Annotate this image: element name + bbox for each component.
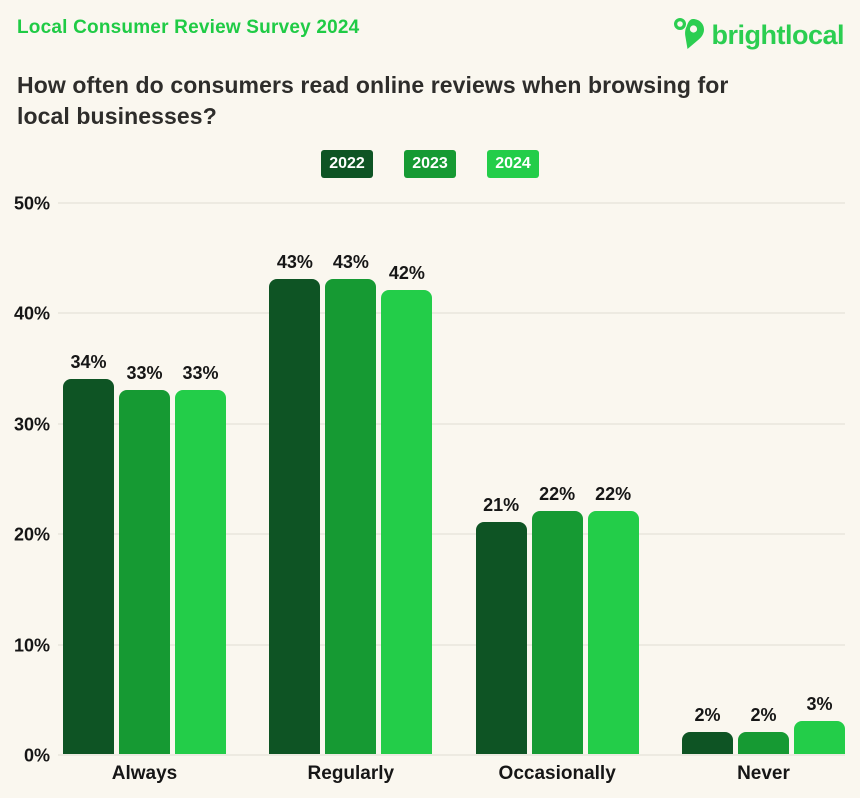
bar-column: 22% [587,484,639,754]
category-label-always: Always [111,763,178,784]
bar-column: 2% [681,704,733,754]
legend: 2022 2023 2024 [0,150,860,179]
bar-value-label: 43% [332,252,369,273]
bar-2023-regularly [325,279,377,754]
gridline [58,643,845,646]
bar-column: 43% [269,252,321,754]
bar-column: 42% [381,263,433,754]
bar-column: 43% [325,252,377,754]
bar-column: 33% [175,363,226,754]
survey-label: Local Consumer Review Survey 2024 [17,17,360,38]
bar-column: 21% [475,495,527,754]
bar-2023-never [737,731,789,754]
brightlocal-logo: brightlocal [672,15,844,56]
bar-groups: 34% 33% 33% Always 43% 43% 42% Regularly 21% 22% 2… [58,203,845,784]
header: Local Consumer Review Survey 2024 bright… [0,0,860,56]
bar-value-label: 42% [388,263,425,284]
bar-group-always: 34% 33% 33% Always [63,352,226,784]
bar-column: 2% [737,704,789,754]
legend-label-2022: 2022 [329,155,365,173]
map-pin-icon [672,15,706,56]
legend-item-2023: 2023 [404,150,456,179]
bar-2022-never [681,731,733,754]
bar-2024-occasionally [587,511,639,754]
bar-value-label: 43% [276,252,313,273]
bar-2023-always [119,389,170,754]
bar-column: 34% [63,352,114,754]
y-tick-label: 50% [13,193,50,214]
y-tick-label: 20% [13,524,50,545]
bar-2024-regularly [381,290,433,754]
bar-2024-never [793,720,845,754]
legend-label-2023: 2023 [412,155,448,173]
bar-value-label: 34% [70,351,107,372]
bar-value-label: 22% [595,484,632,505]
bar-value-label: 3% [806,693,833,714]
bar-value-label: 21% [483,495,520,516]
gridline [58,202,845,204]
bar-2024-always [175,389,226,754]
bar-group-occasionally: 21% 22% 22% Occasionally [475,484,639,784]
y-tick-label: 40% [13,303,50,324]
y-tick-label: 30% [13,414,50,435]
y-tick-label: 10% [13,635,50,656]
bar-column: 22% [531,484,583,754]
gridline [58,312,845,315]
bar-2022-regularly [269,279,321,754]
gridline [58,422,845,425]
gridline [58,754,845,756]
bar-value-label: 33% [182,362,219,383]
y-tick-label: 0% [23,745,50,766]
bar-column: 3% [793,693,845,754]
bar-group-regularly: 43% 43% 42% Regularly [269,252,433,784]
bar-value-label: 22% [539,484,576,505]
legend-label-2024: 2024 [495,155,531,173]
category-label-occasionally: Occasionally [498,763,616,784]
gridline [58,533,845,536]
bar-group-never: 2% 2% 3% Never [681,693,845,784]
bar-value-label: 2% [750,704,777,725]
chart-title: How often do consumers read online revie… [17,72,729,129]
bar-2022-always [63,378,114,754]
logo-wordmark: brightlocal [711,20,844,50]
bar-column: 33% [119,363,170,754]
bar-chart-plot: 0% 10% 20% 30% 40% 50% 34% 33% 33% Always 43% 43% 42… [14,194,845,784]
category-label-never: Never [737,763,790,784]
bar-value-label: 2% [694,704,721,725]
bar-2022-occasionally [475,522,527,754]
bar-value-label: 33% [126,362,163,383]
category-label-regularly: Regularly [307,763,395,784]
legend-item-2024: 2024 [487,150,539,179]
bar-2023-occasionally [531,511,583,754]
chart-area: 0% 10% 20% 30% 40% 50% 34% 33% 33% Always 43% 43% 42… [0,194,860,798]
legend-item-2022: 2022 [321,150,373,179]
